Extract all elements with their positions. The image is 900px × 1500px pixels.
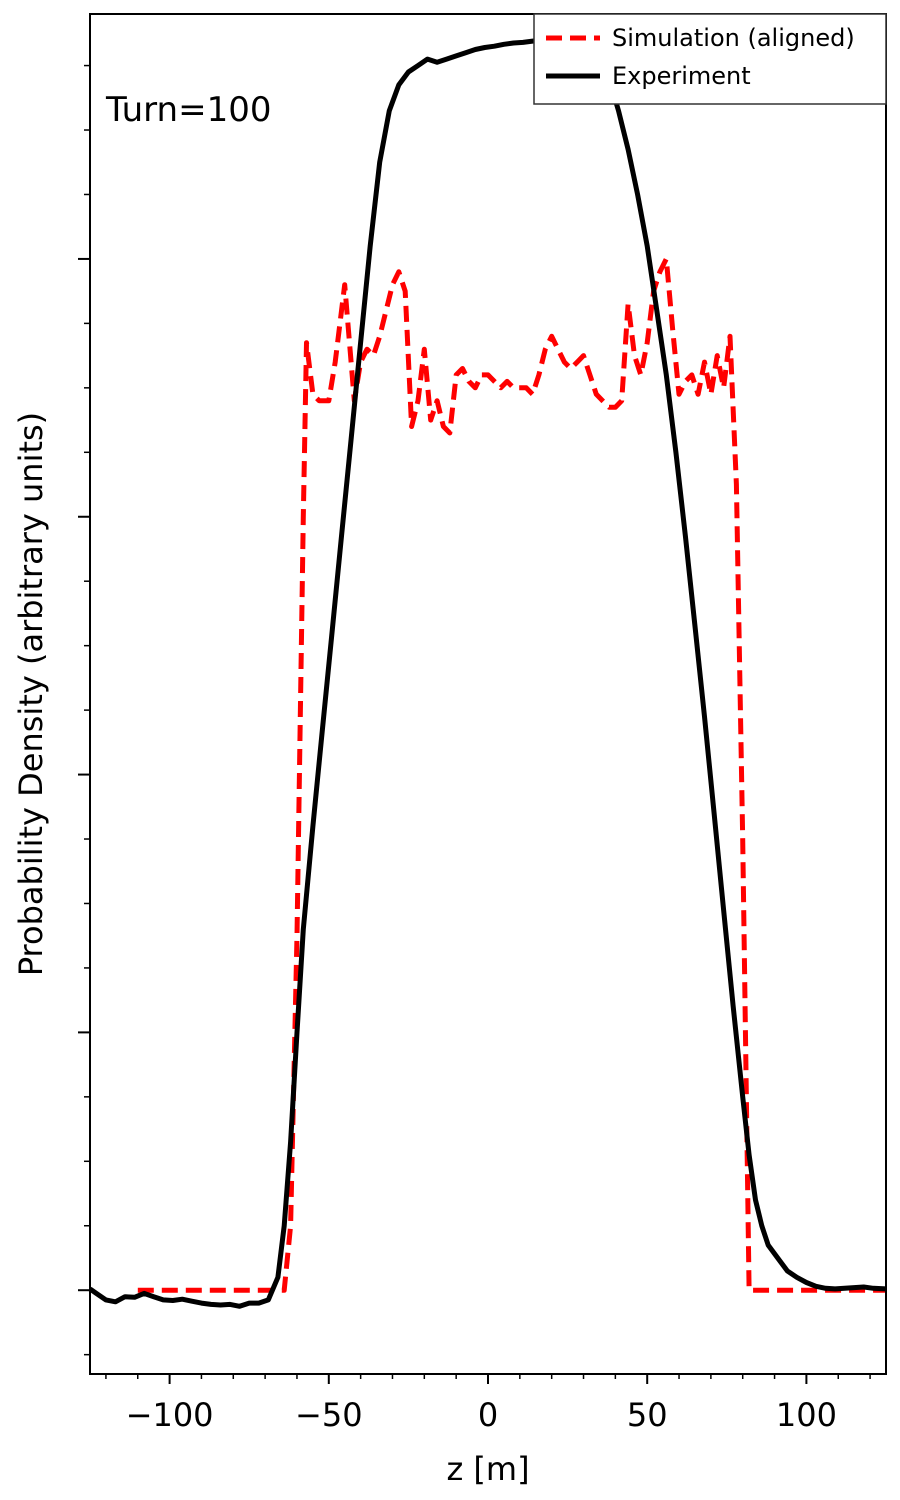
series-layer (88, 34, 887, 1309)
x-axis-label: z [m] (446, 1450, 529, 1488)
legend: Simulation (aligned) Experiment (533, 13, 887, 105)
plot-background (90, 14, 886, 1374)
legend-label-experiment: Experiment (612, 62, 751, 90)
legend-box (533, 13, 887, 105)
y-axis-label: Probability Density (arbitrary units) (12, 412, 50, 976)
turn-annotation: Turn=100 (105, 90, 271, 130)
legend-label-simulation: Simulation (aligned) (612, 24, 855, 52)
series-line-0 (137, 256, 886, 1293)
x-tick-label: 100 (776, 1396, 837, 1434)
plot-frame (89, 13, 887, 1375)
x-tick-label: −100 (126, 1396, 214, 1434)
series-line-1 (88, 34, 887, 1309)
x-tick-label: −50 (295, 1396, 363, 1434)
x-tick-labels: −100 −50 0 50 100 (126, 1396, 837, 1434)
x-tick-label: 50 (627, 1396, 668, 1434)
x-tick-label: 0 (478, 1396, 498, 1434)
